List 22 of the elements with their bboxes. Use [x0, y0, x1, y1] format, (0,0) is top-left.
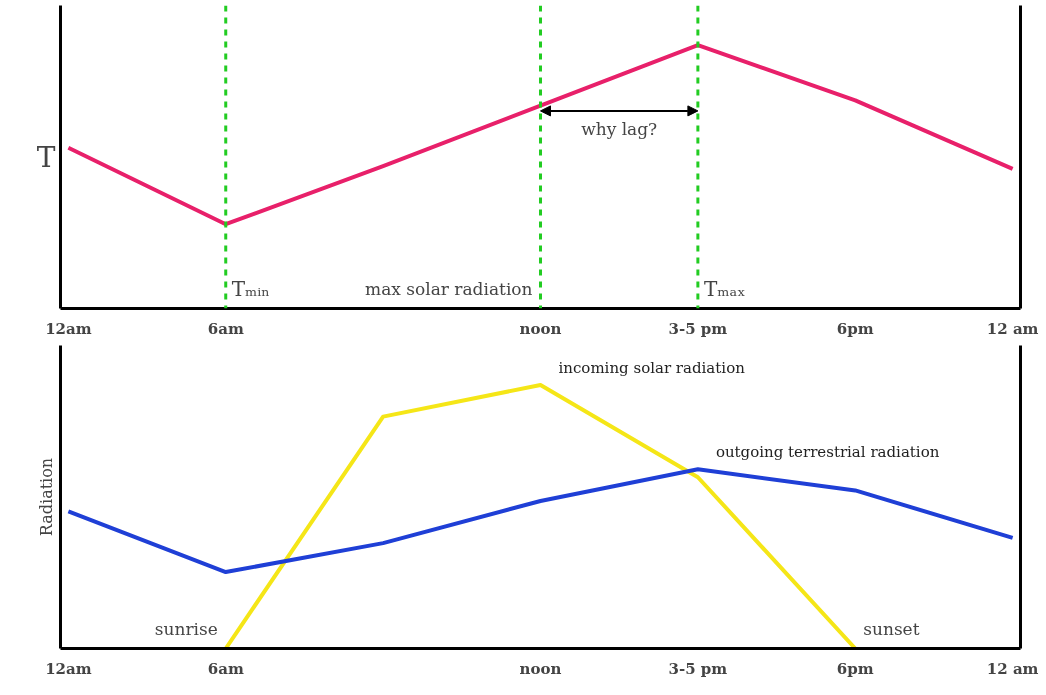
ref-line-label: Tₘₐₓ — [703, 276, 746, 301]
x-tick-label: 6pm — [836, 659, 874, 678]
series-label: incoming solar radiation — [558, 359, 746, 378]
x-tick-label: noon — [519, 659, 562, 678]
x-tick-label: 12 am — [986, 659, 1039, 678]
x-tick-label: noon — [519, 319, 562, 338]
x-tick-label: 12am — [45, 319, 92, 338]
annotation: sunrise — [154, 618, 218, 639]
x-tick-label: 3-5 pm — [668, 659, 728, 678]
y-axis-title: T — [36, 140, 56, 174]
ref-line-label: Tₘᵢₙ — [231, 276, 271, 301]
x-tick-label: 6pm — [836, 319, 874, 338]
annotation: why lag? — [581, 118, 658, 139]
x-tick-label: 6am — [207, 319, 244, 338]
x-tick-label: 12am — [45, 659, 92, 678]
annotation: max solar radiation — [365, 278, 533, 299]
x-tick-label: 6am — [207, 659, 244, 678]
x-tick-label: 12 am — [986, 319, 1039, 338]
annotation: sunset — [863, 618, 920, 639]
y-axis-title: Radiation — [36, 457, 56, 537]
series-label: outgoing terrestrial radiation — [715, 443, 940, 462]
x-tick-label: 3-5 pm — [668, 319, 728, 338]
